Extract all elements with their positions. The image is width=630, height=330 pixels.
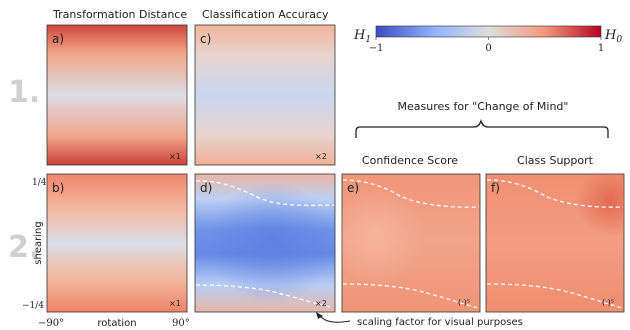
- panel-d: d) ×2: [194, 173, 336, 313]
- row-label-2: 2.: [8, 230, 40, 265]
- colorbar-tick-max: 1: [598, 43, 604, 54]
- colorbar-left-label: H1: [353, 28, 371, 45]
- colorbar-gradient: [375, 25, 602, 38]
- annotation-arrow: [319, 315, 351, 323]
- scale-factor: (·)⁵: [602, 298, 614, 307]
- decision-boundary-upper: [486, 179, 624, 208]
- measures-title: Measures for "Change of Mind": [398, 100, 569, 113]
- x-axis-label: rotation: [97, 318, 136, 329]
- panel-e: e) (·)⁵: [341, 173, 481, 313]
- column-title-classification-accuracy: Classification Accuracy: [202, 8, 329, 21]
- decision-boundary-lower: [486, 283, 623, 309]
- row-label-1: 1.: [8, 75, 40, 110]
- panel-label: f): [491, 181, 500, 195]
- panel-a: a) ×1: [46, 24, 188, 166]
- scale-factor: ×2: [315, 152, 327, 161]
- panel-label: c): [200, 32, 211, 46]
- colorbar-tick-mid: 0: [485, 43, 491, 54]
- scale-factor: (·)⁵: [458, 298, 470, 307]
- scale-factor: ×1: [169, 299, 181, 308]
- column-title-class-support: Class Support: [517, 154, 594, 167]
- annotation-text: scaling factor for visual purposes: [357, 317, 523, 328]
- y-tick-top: 1/4: [32, 178, 47, 188]
- colorbar-right-label: H0: [604, 28, 622, 45]
- y-tick-bottom: −1/4: [22, 301, 44, 311]
- column-title-confidence-score: Confidence Score: [362, 154, 458, 167]
- annotation-arrowhead: [316, 312, 323, 319]
- colorbar: H1 H0 −1 0 1: [353, 25, 622, 54]
- panel-f: f) (·)⁵: [485, 173, 625, 313]
- scale-factor: ×1: [169, 152, 181, 161]
- panel-c: c) ×2: [194, 24, 336, 166]
- y-axis-label: shearing: [33, 221, 44, 264]
- panel-label: b): [52, 181, 64, 195]
- decision-boundary-lower: [195, 284, 331, 308]
- colorbar-tick-min: −1: [369, 43, 384, 54]
- decision-boundary-lower: [342, 283, 479, 309]
- measures-brace: [355, 118, 609, 138]
- column-title-transformation-distance: Transformation Distance: [52, 8, 187, 21]
- panel-b: b) ×1: [46, 173, 188, 313]
- x-tick-right: 90°: [172, 318, 190, 329]
- decision-boundary-upper: [342, 179, 480, 208]
- panel-label: e): [347, 181, 359, 195]
- panel-label: a): [52, 32, 64, 46]
- panel-label: d): [200, 181, 212, 195]
- x-tick-left: −90°: [38, 318, 64, 329]
- scale-factor: ×2: [315, 299, 327, 308]
